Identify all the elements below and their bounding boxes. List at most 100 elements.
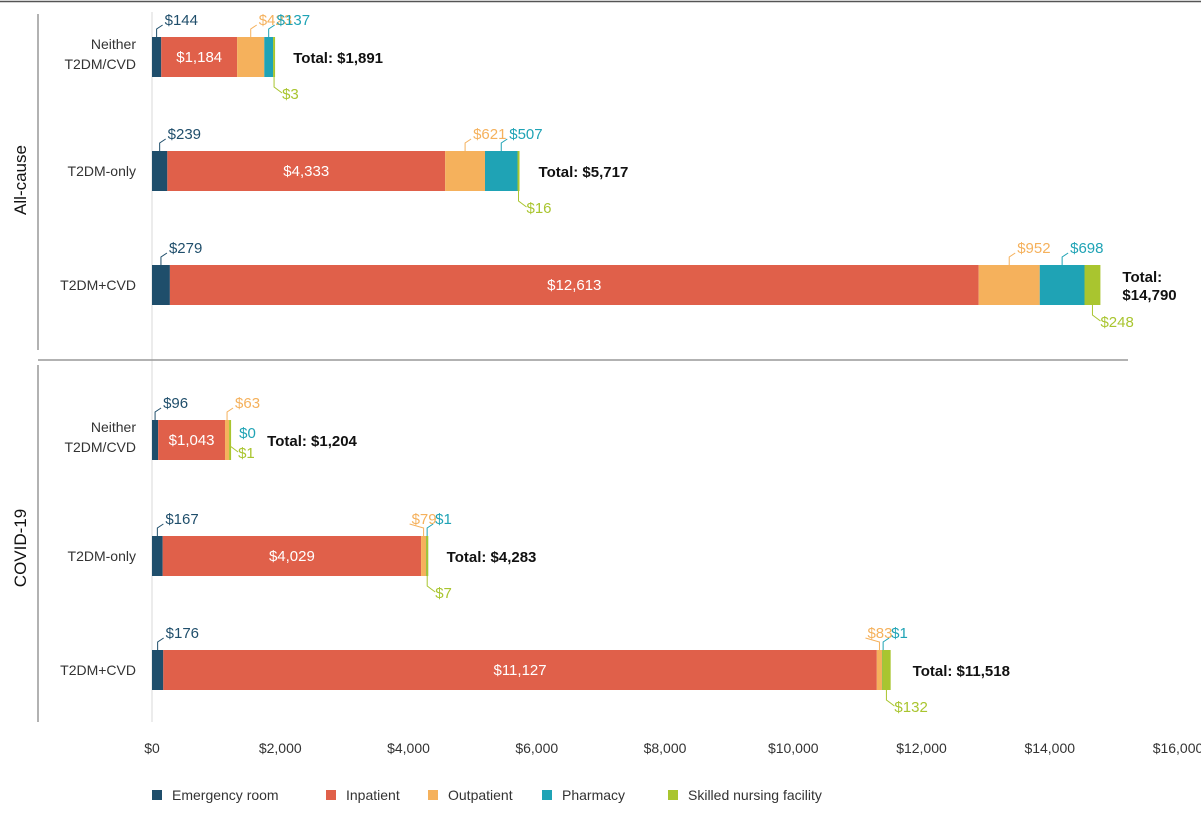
segment-value-label: $1	[891, 625, 908, 642]
segment-value-label: $0	[239, 425, 256, 442]
segment-value-label: $1	[435, 511, 452, 528]
segment-value-label: $698	[1070, 240, 1103, 257]
bar-segment-skilled-nursing-facility	[426, 536, 429, 576]
callout-line	[426, 523, 434, 536]
total-label: Total: $5,717	[539, 164, 629, 181]
bar-segment-skilled-nursing-facility	[517, 151, 520, 191]
segment-value-label: $79	[412, 511, 437, 528]
category-label: T2DM-only	[68, 163, 136, 179]
total-label: Total: $1,891	[293, 50, 383, 67]
total-label: Total: $4,283	[447, 549, 537, 566]
category-label: T2DM/CVD	[64, 439, 136, 455]
bar-segment-outpatient	[876, 650, 883, 690]
callout-line	[157, 637, 164, 650]
bar-segment-skilled-nursing-facility	[229, 420, 232, 460]
category-label: Neither	[91, 36, 136, 52]
segment-value-label: $137	[277, 12, 310, 29]
bar-segment-pharmacy	[1039, 265, 1085, 305]
group-label: COVID-19	[11, 509, 30, 587]
bar-segment-inpatient	[167, 151, 446, 191]
total-label: $14,790	[1122, 287, 1176, 304]
x-tick-label: $12,000	[896, 740, 947, 756]
bar-segment-emergency-room	[152, 536, 163, 576]
bar-segment-inpatient	[169, 265, 979, 305]
segment-value-label: $1	[238, 445, 255, 462]
bar-segment-outpatient	[978, 265, 1040, 305]
bar-segment-emergency-room	[152, 151, 168, 191]
segment-value-label: $952	[1017, 240, 1050, 257]
category-label: T2DM/CVD	[64, 56, 136, 72]
bar-segment-skilled-nursing-facility	[273, 37, 276, 77]
segment-value-label: $423	[259, 12, 292, 29]
category-label: T2DM+CVD	[60, 277, 136, 293]
segment-value-label: $16	[527, 200, 552, 217]
callout-line	[229, 445, 239, 460]
x-tick-label: $10,000	[768, 740, 819, 756]
bar-segment-emergency-room	[152, 420, 159, 460]
segment-value-label: $176	[166, 625, 199, 642]
callout-line	[156, 24, 163, 37]
callout-line	[885, 690, 895, 707]
legend-swatch	[152, 790, 162, 800]
category-label: T2DM+CVD	[60, 662, 136, 678]
segment-value-label: $239	[168, 126, 201, 143]
segment-value-label: $621	[473, 126, 506, 143]
segment-value-label: $144	[165, 12, 198, 29]
segment-value-label: $167	[165, 511, 198, 528]
segment-value-label: $279	[169, 240, 202, 257]
callout-line	[159, 138, 166, 151]
bar-segment-pharmacy	[485, 151, 518, 191]
bar-segment-outpatient	[445, 151, 486, 191]
segment-value-label: $248	[1100, 314, 1133, 331]
bar-segment-emergency-room	[152, 650, 164, 690]
callout-line	[1061, 252, 1069, 265]
total-label: Total: $1,204	[267, 433, 357, 450]
bar-segment-inpatient	[162, 536, 422, 576]
x-tick-label: $6,000	[515, 740, 558, 756]
segment-value-label: $7	[435, 585, 452, 602]
callout-line	[500, 138, 508, 151]
inpatient-value-label: $11,127	[493, 662, 546, 679]
bar-segment-outpatient	[421, 536, 427, 576]
callout-line	[426, 576, 436, 593]
callout-line	[865, 637, 880, 650]
segment-value-label: $63	[235, 395, 260, 412]
callout-line	[250, 24, 257, 37]
legend-swatch	[542, 790, 552, 800]
x-tick-label: $4,000	[387, 740, 430, 756]
x-tick-label: $14,000	[1024, 740, 1075, 756]
callout-line	[268, 24, 275, 37]
callout-line	[154, 407, 162, 420]
legend-label: Outpatient	[448, 787, 513, 803]
callout-line	[882, 637, 890, 650]
x-tick-label: $16,000	[1153, 740, 1201, 756]
total-label: Total: $11,518	[913, 663, 1010, 680]
callout-line	[273, 77, 283, 94]
inpatient-value-label: $12,613	[547, 277, 601, 294]
segment-value-label: $3	[282, 86, 299, 103]
bar-segment-inpatient	[161, 37, 238, 77]
inpatient-value-label: $4,029	[269, 548, 315, 565]
bar-segment-inpatient	[158, 420, 226, 460]
callout-line	[1091, 305, 1101, 322]
x-tick-label: $0	[144, 740, 160, 756]
inpatient-value-label: $1,184	[176, 49, 222, 66]
x-tick-label: $8,000	[644, 740, 687, 756]
callout-line	[518, 191, 527, 208]
legend-label: Inpatient	[346, 787, 400, 803]
legend-label: Pharmacy	[562, 787, 625, 803]
group-label: All-cause	[11, 145, 30, 215]
segment-value-label: $96	[163, 395, 188, 412]
legend-swatch	[326, 790, 336, 800]
segment-value-label: $132	[894, 699, 927, 716]
category-label: Neither	[91, 419, 136, 435]
inpatient-value-label: $4,333	[283, 163, 329, 180]
callout-line	[160, 252, 168, 265]
segment-value-label: $507	[509, 126, 542, 143]
segment-value-label: $83	[867, 625, 892, 642]
callout-line	[464, 138, 472, 151]
total-label: Total:	[1122, 269, 1162, 286]
callout-line	[226, 407, 234, 420]
